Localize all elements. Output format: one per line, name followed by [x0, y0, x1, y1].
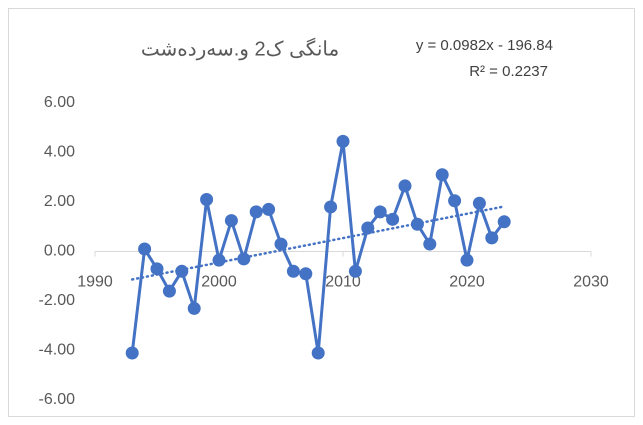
data-point	[361, 221, 375, 235]
data-point	[324, 200, 338, 214]
chart-title: مانگی ک2 و.سەردەشت	[141, 37, 339, 60]
y-tick-label: 2.00	[44, 193, 75, 210]
data-point	[410, 217, 424, 231]
data-point	[249, 205, 263, 219]
data-point	[125, 346, 139, 360]
data-point	[262, 202, 276, 216]
data-point	[472, 196, 486, 210]
y-tick-label: -4.00	[39, 342, 76, 359]
data-point	[286, 264, 300, 278]
data-point	[386, 212, 400, 226]
data-point	[448, 194, 462, 208]
data-point	[200, 193, 214, 207]
trend-equation: y = 0.0982x - 196.84	[416, 37, 553, 54]
x-tick-label: 2030	[573, 274, 609, 291]
y-tick-label: 0.00	[44, 243, 75, 260]
data-point	[398, 179, 412, 193]
x-tick-label: 2020	[449, 274, 485, 291]
data-point	[224, 214, 238, 228]
y-tick-label: -2.00	[39, 292, 76, 309]
y-tick-label: -6.00	[39, 391, 76, 408]
data-point	[212, 253, 226, 267]
data-point	[299, 267, 313, 281]
data-point	[150, 262, 164, 276]
data-point	[336, 134, 350, 148]
x-tick-label: 1990	[77, 274, 113, 291]
data-point	[237, 252, 251, 266]
data-point	[175, 264, 189, 278]
trendline	[130, 205, 506, 281]
data-point	[274, 237, 288, 251]
data-point	[373, 205, 387, 219]
data-point	[348, 264, 362, 278]
data-point	[460, 253, 474, 267]
data-point	[485, 231, 499, 245]
x-tick-label: 2010	[325, 274, 361, 291]
data-point	[187, 301, 201, 315]
data-point	[497, 215, 511, 229]
data-point	[311, 346, 325, 360]
data-point	[162, 284, 176, 298]
y-tick-label: 4.00	[44, 144, 75, 161]
trend-r2: R² = 0.2237	[469, 63, 548, 80]
data-point	[435, 168, 449, 182]
x-tick-label: 2000	[201, 274, 237, 291]
data-point	[423, 237, 437, 251]
y-tick-label: 6.00	[44, 94, 75, 111]
data-point	[138, 242, 152, 256]
